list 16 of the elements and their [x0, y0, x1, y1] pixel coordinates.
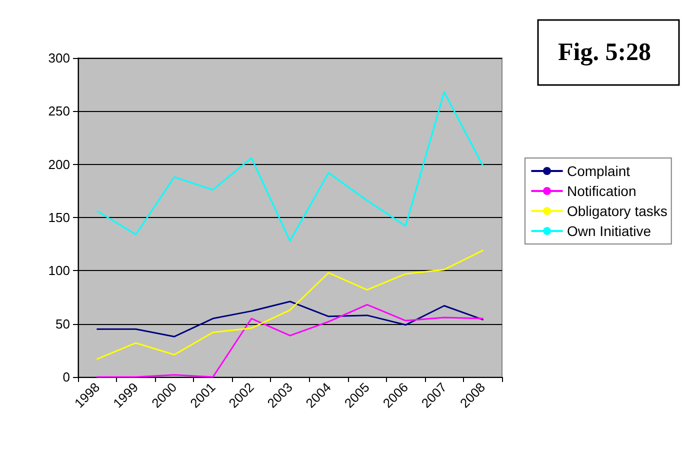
y-tick-label: 50 — [56, 316, 70, 332]
y-tick-label: 100 — [48, 263, 70, 278]
legend-label: Complaint — [567, 163, 630, 179]
legend-label: Notification — [567, 183, 636, 199]
y-tick-label: 250 — [48, 104, 70, 119]
y-tick-label: 150 — [48, 210, 70, 225]
line-series — [96, 91, 484, 242]
y-tick-label: 0 — [62, 370, 70, 384]
legend-label: Obligatory tasks — [567, 203, 668, 219]
y-tick-label: 200 — [48, 156, 70, 172]
line-series — [96, 300, 484, 338]
text: Fig. 5:28 — [558, 39, 652, 66]
line-series — [96, 250, 484, 360]
legend-label: Own Initiative — [567, 223, 652, 239]
line-series — [96, 304, 484, 378]
y-tick-label: 300 — [48, 50, 70, 66]
